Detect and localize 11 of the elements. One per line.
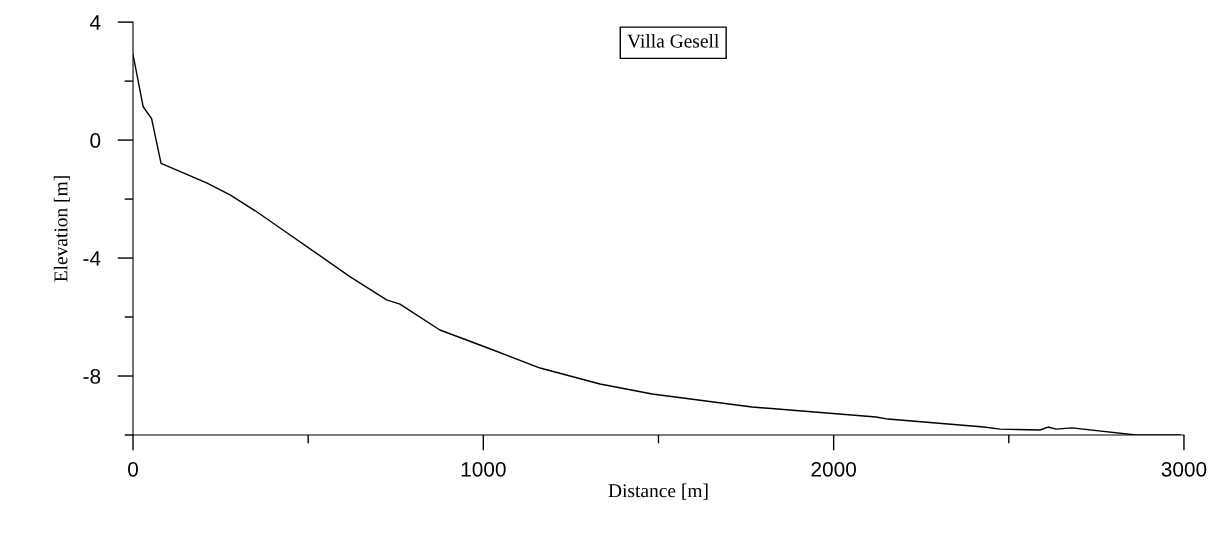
x-tick-label: 3000 <box>1161 461 1207 477</box>
y-tick-label: 0 <box>90 133 101 148</box>
y-axis-title: Elevation [m] <box>53 176 70 282</box>
x-tick-label: 0 <box>128 461 138 477</box>
x-axis-title: Distance [m] <box>608 483 708 500</box>
x-tick-label: 1000 <box>461 461 506 477</box>
x-tick-label: 2000 <box>811 461 856 477</box>
y-tick-label: 4 <box>89 15 101 30</box>
chart-title: Villa Gesell <box>627 33 719 48</box>
y-tick-label: -8 <box>83 369 101 384</box>
y-tick-label: -4 <box>83 251 101 266</box>
